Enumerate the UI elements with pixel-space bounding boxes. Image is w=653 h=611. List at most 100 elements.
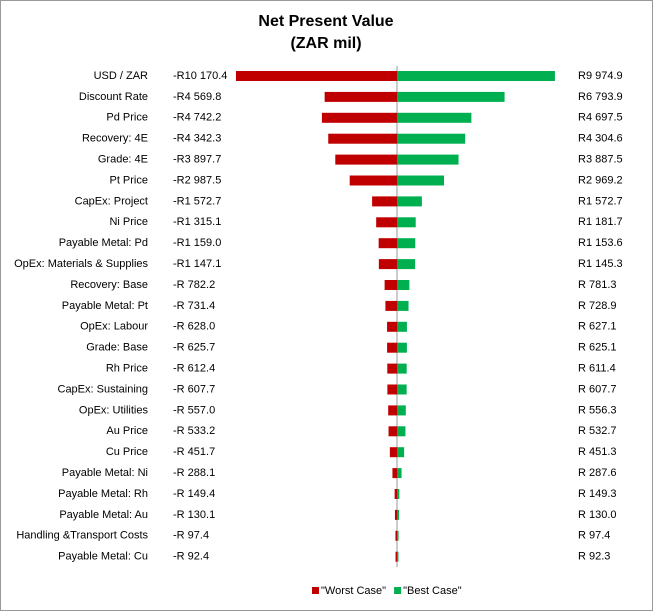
legend-label: "Best Case" — [403, 585, 462, 597]
category-label: Rh Price — [106, 363, 148, 375]
value-label: R 556.3 — [578, 404, 617, 416]
bar — [372, 196, 397, 207]
value-label: R3 887.5 — [578, 154, 623, 166]
bar — [397, 133, 466, 144]
bar — [397, 384, 407, 395]
category-label: Payable Metal: Pd — [59, 237, 148, 249]
category-label: Au Price — [106, 425, 148, 437]
bar — [397, 71, 555, 81]
bar — [324, 91, 397, 102]
bar — [397, 259, 416, 270]
category-label: Payable Metal: Au — [59, 509, 148, 521]
bar — [397, 321, 407, 332]
chart-subtitle: (ZAR mil) — [290, 35, 361, 52]
category-label: CapEx: Sustaining — [58, 383, 149, 395]
bar — [335, 154, 397, 165]
value-label: R 627.1 — [578, 321, 617, 333]
value-label: R 625.1 — [578, 342, 617, 354]
value-label: -R 612.4 — [173, 363, 215, 375]
value-label: -R 557.0 — [173, 404, 215, 416]
value-label: -R2 987.5 — [173, 174, 221, 186]
bar — [397, 447, 405, 458]
bar — [397, 91, 505, 102]
bar — [394, 489, 397, 499]
value-label: -R1 572.7 — [173, 195, 221, 207]
bar — [389, 447, 397, 458]
bar — [397, 217, 416, 228]
category-label: Ni Price — [109, 216, 148, 228]
value-label: R 611.4 — [578, 363, 616, 375]
value-label: -R10 170.4 — [173, 70, 227, 82]
bar — [349, 175, 397, 186]
category-label: Pd Price — [106, 112, 148, 124]
legend-label: "Worst Case" — [321, 585, 386, 597]
category-label: Payable Metal: Cu — [58, 551, 148, 563]
value-label: R 728.9 — [578, 300, 617, 312]
category-label: OpEx: Utilities — [79, 404, 149, 416]
value-label: R 92.3 — [578, 551, 610, 563]
bar — [394, 509, 397, 520]
category-label: Recovery: Base — [70, 279, 148, 291]
value-label: R 781.3 — [578, 279, 617, 291]
bar — [387, 342, 397, 353]
value-label: R1 572.7 — [578, 195, 623, 207]
bar — [397, 363, 407, 374]
value-label: -R4 742.2 — [173, 112, 221, 124]
bar — [397, 509, 400, 520]
value-label: R4 697.5 — [578, 112, 623, 124]
value-label: -R 97.4 — [173, 530, 209, 542]
category-label: OpEx: Materials & Supplies — [14, 258, 148, 270]
category-label: Cu Price — [106, 446, 148, 458]
bar — [387, 363, 397, 374]
category-label: USD / ZAR — [94, 70, 148, 82]
value-label: -R1 147.1 — [173, 258, 221, 270]
category-label: Payable Metal: Pt — [62, 300, 148, 312]
bar — [388, 405, 397, 416]
value-label: -R 625.7 — [173, 342, 215, 354]
value-label: -R 130.1 — [173, 509, 215, 521]
category-label: Grade: 4E — [98, 154, 148, 166]
bar — [397, 468, 402, 479]
value-label: -R1 159.0 — [173, 237, 221, 249]
value-label: -R 533.2 — [173, 425, 215, 437]
value-label: -R 607.7 — [173, 383, 215, 395]
category-label: Payable Metal: Rh — [58, 488, 148, 500]
value-label: R 451.3 — [578, 446, 617, 458]
category-label: Handling &Transport Costs — [16, 530, 148, 542]
bar — [397, 154, 459, 165]
bar — [397, 405, 406, 416]
value-label: -R 149.4 — [173, 488, 215, 500]
bar — [395, 530, 397, 541]
bar — [385, 300, 397, 311]
value-label: R6 793.9 — [578, 91, 623, 103]
value-label: -R 782.2 — [173, 279, 215, 291]
value-label: R1 145.3 — [578, 258, 623, 270]
bar — [378, 238, 397, 249]
bar — [397, 489, 400, 499]
bar — [328, 133, 397, 144]
bar — [397, 238, 416, 249]
value-label: -R 288.1 — [173, 467, 215, 479]
bar — [384, 280, 397, 290]
bar — [388, 426, 397, 437]
value-label: -R 628.0 — [173, 321, 215, 333]
value-label: -R 92.4 — [173, 551, 209, 563]
bar — [397, 280, 410, 290]
bar — [387, 321, 397, 332]
legend-swatch — [312, 587, 319, 594]
value-label: R4 304.6 — [578, 133, 623, 145]
bar — [397, 300, 409, 311]
bar — [397, 112, 472, 123]
bar — [321, 112, 397, 123]
category-label: Payable Metal: Ni — [62, 467, 148, 479]
value-label: R 532.7 — [578, 425, 617, 437]
value-label: -R1 315.1 — [173, 216, 221, 228]
bar — [235, 71, 397, 81]
value-label: R 97.4 — [578, 530, 610, 542]
value-label: -R 731.4 — [173, 300, 215, 312]
bar — [397, 175, 445, 186]
chart-title: Net Present Value — [258, 13, 393, 30]
category-label: Pt Price — [109, 174, 148, 186]
bar — [397, 196, 422, 207]
